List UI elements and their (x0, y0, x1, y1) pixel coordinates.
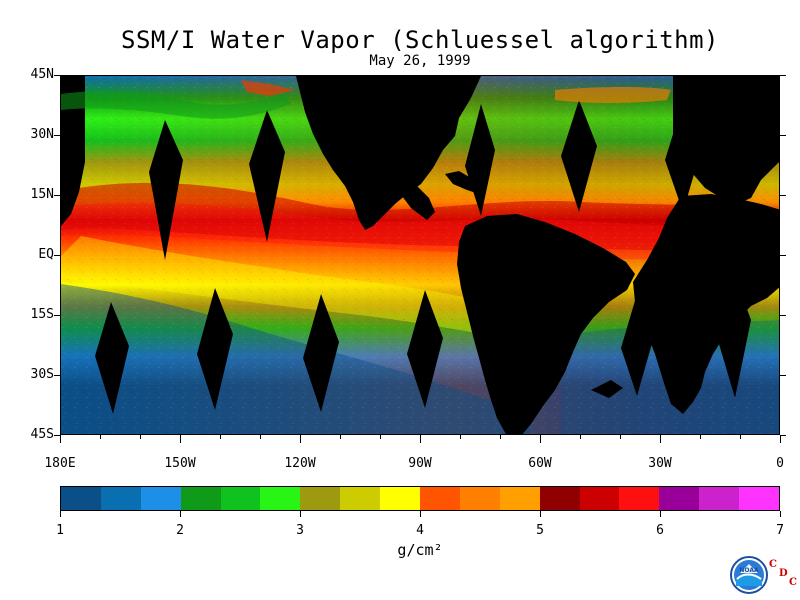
legend-swatch (260, 487, 301, 510)
water-vapor-legend-bar (60, 486, 780, 511)
x-axis-minor-tick (340, 435, 341, 439)
legend-swatch (300, 487, 341, 510)
x-axis-label: 150W (164, 456, 196, 471)
x-axis-minor-tick (220, 435, 221, 439)
x-axis-minor-tick (540, 435, 541, 439)
legend-swatch (539, 487, 580, 510)
legend-label: 6 (656, 523, 664, 538)
legend-tick (60, 511, 61, 517)
noaa-logo: NOAA (730, 556, 768, 594)
x-axis-minor-tick (460, 435, 461, 439)
water-vapor-map-image (61, 76, 779, 434)
y-axis-tick (780, 375, 786, 376)
y-axis-tick (780, 75, 786, 76)
x-axis-minor-tick (500, 435, 501, 439)
y-axis-label: EQ (38, 247, 54, 262)
legend-tick (300, 511, 301, 517)
y-axis-tick (54, 375, 60, 376)
legend-swatch (340, 487, 381, 510)
x-axis-minor-tick (180, 435, 181, 439)
legend-swatch (619, 487, 660, 510)
legend-swatch (140, 487, 181, 510)
legend-label: 5 (536, 523, 544, 538)
legend-swatch (180, 487, 221, 510)
x-axis-label: 30W (648, 456, 672, 471)
y-axis-tick (54, 315, 60, 316)
y-axis-tick (780, 255, 786, 256)
legend-label: 4 (416, 523, 424, 538)
legend-tick (540, 511, 541, 517)
legend-swatch (459, 487, 500, 510)
x-axis-minor-tick (660, 435, 661, 439)
x-axis-tick (660, 435, 661, 443)
x-axis-label: 90W (408, 456, 432, 471)
legend-label: 1 (56, 523, 64, 538)
x-axis-label: 180E (44, 456, 76, 471)
y-axis-label: 30N (30, 127, 54, 142)
cdc-letter-3: C (789, 577, 797, 588)
x-axis-label: 60W (528, 456, 552, 471)
unit-label: g/cm² (397, 541, 443, 559)
x-axis-minor-tick (260, 435, 261, 439)
legend-tick (180, 511, 181, 517)
y-axis-tick (54, 135, 60, 136)
cdc-letter-1: C (769, 559, 777, 570)
legend-swatch (61, 487, 101, 510)
x-axis-minor-tick (380, 435, 381, 439)
legend-swatch (499, 487, 540, 510)
x-axis-minor-tick (300, 435, 301, 439)
legend-label: 7 (776, 523, 784, 538)
x-axis-minor-tick (780, 435, 781, 439)
x-axis-tick (60, 435, 61, 443)
water-vapor-map (60, 75, 780, 435)
legend-swatch (420, 487, 460, 510)
y-axis-label: 15S (30, 307, 54, 322)
legend-swatch (220, 487, 261, 510)
y-axis-tick (780, 315, 786, 316)
y-axis-label: 30S (30, 367, 54, 382)
legend-swatch (380, 487, 421, 510)
y-axis-tick (780, 435, 786, 436)
cdc-logo-mark: C D C (769, 556, 800, 592)
noaa-logo-text: NOAA (739, 567, 759, 574)
legend-swatch (579, 487, 620, 510)
y-axis-label: 15N (30, 187, 54, 202)
y-axis-tick (54, 435, 60, 436)
y-axis-tick (54, 255, 60, 256)
y-axis-label: 45S (30, 427, 54, 442)
legend-label: 2 (176, 523, 184, 538)
x-axis-tick (180, 435, 181, 443)
x-axis-label: 120W (284, 456, 316, 471)
cdc-letter-2: D (779, 568, 788, 579)
legend-tick (420, 511, 421, 517)
x-axis-tick (420, 435, 421, 443)
x-axis-minor-tick (420, 435, 421, 439)
legend-swatch (100, 487, 141, 510)
legend-label: 3 (296, 523, 304, 538)
legend-swatch (699, 487, 740, 510)
x-axis-label: 0 (776, 456, 784, 471)
x-axis-tick (300, 435, 301, 443)
x-axis-minor-tick (620, 435, 621, 439)
y-axis-label: 45N (30, 67, 54, 82)
y-axis-tick (54, 75, 60, 76)
y-axis-tick (54, 195, 60, 196)
x-axis-minor-tick (740, 435, 741, 439)
x-axis-minor-tick (100, 435, 101, 439)
page-title: SSM/I Water Vapor (Schluessel algorithm) (121, 26, 719, 54)
x-axis-minor-tick (60, 435, 61, 439)
legend-tick (780, 511, 781, 517)
legend-swatch (739, 487, 780, 510)
legend-tick (660, 511, 661, 517)
x-axis-tick (780, 435, 781, 443)
legend-swatch (659, 487, 700, 510)
x-axis-tick (540, 435, 541, 443)
x-axis-minor-tick (580, 435, 581, 439)
x-axis-minor-tick (140, 435, 141, 439)
x-axis-minor-tick (700, 435, 701, 439)
y-axis-tick (780, 135, 786, 136)
date-subtitle: May 26, 1999 (369, 53, 471, 69)
y-axis-tick (780, 195, 786, 196)
